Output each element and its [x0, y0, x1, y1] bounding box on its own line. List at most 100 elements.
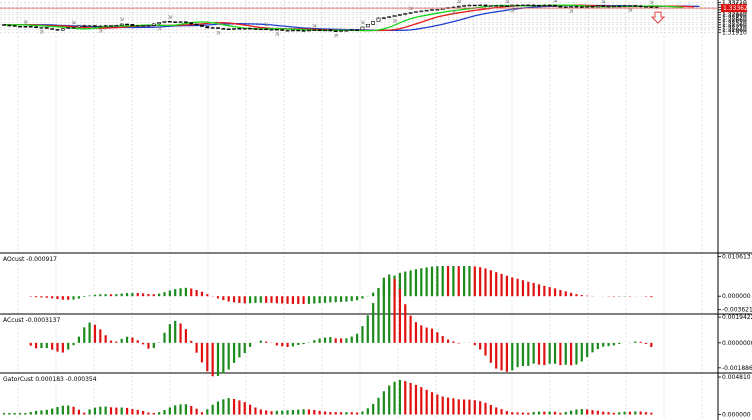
osc-tick-label: 0.000000: [722, 412, 751, 419]
bear-candle-body: [537, 4, 541, 7]
candle: [521, 4, 525, 7]
candle: [628, 5, 632, 13]
candle: [146, 24, 151, 27]
bull-candle-body: [146, 24, 151, 27]
candle: [649, 0, 654, 9]
candle: [355, 29, 360, 31]
bear-candle-body: [333, 30, 338, 32]
fractal-arrow-icon: [553, 0, 557, 3]
candle: [403, 13, 408, 16]
fractal-arrow-icon: [216, 31, 220, 35]
candle: [200, 24, 204, 27]
candle: [194, 23, 199, 26]
bear-candle-body: [301, 30, 306, 32]
candle: [553, 0, 557, 7]
fractal-arrow-icon: [505, 0, 509, 3]
candle: [114, 24, 119, 27]
candle: [274, 29, 279, 37]
bull-candle-body: [307, 29, 311, 32]
candle: [296, 29, 301, 32]
candle: [264, 22, 269, 31]
bear-candle-body: [189, 22, 194, 25]
candle: [290, 29, 295, 32]
bull-candle-body: [381, 17, 386, 19]
candle: [456, 0, 461, 8]
bear-candle-body: [200, 24, 204, 27]
candle: [622, 5, 627, 7]
bull-candle-body: [66, 27, 71, 29]
bear-candle-body: [93, 25, 97, 27]
accelerator-oscillator-panel[interactable]: [4, 274, 653, 377]
gator-oscillator-panel[interactable]: [2, 379, 653, 415]
bull-candle-body: [585, 6, 590, 8]
candle: [98, 25, 103, 33]
bear-candle-body: [248, 27, 253, 30]
candle: [39, 27, 44, 35]
bull-candle-body: [387, 16, 392, 18]
bull-candle-body: [644, 6, 648, 8]
bear-candle-body: [317, 29, 322, 32]
bull-candle-body: [628, 5, 632, 7]
bull-candle-body: [114, 25, 119, 27]
awesome-oscillator-panel[interactable]: [4, 265, 653, 304]
ao-panel-title: AOcust -0.000917: [3, 256, 57, 263]
candle: [18, 25, 22, 28]
bear-candle-body: [55, 29, 60, 31]
candle: [499, 5, 504, 7]
price-tick-label: 1.32960: [722, 12, 747, 19]
candle: [50, 28, 55, 30]
bull-candle-body: [242, 28, 247, 30]
bear-candle-body: [237, 28, 242, 30]
candle: [590, 6, 595, 8]
fractal-arrow-icon: [510, 9, 515, 13]
bull-candle-body: [178, 21, 183, 23]
bull-candle-body: [344, 30, 349, 32]
bull-candle-body: [285, 30, 290, 32]
candle: [323, 29, 327, 32]
bull-candle-body: [595, 5, 600, 8]
fractal-arrow-icon: [23, 19, 28, 24]
candle: [307, 29, 311, 32]
candle: [242, 28, 247, 30]
price-scale[interactable]: 1.337101.335601.334101.332601.331101.329…: [718, 0, 752, 419]
candle: [269, 28, 274, 31]
fractal-arrow-icon: [392, 19, 397, 24]
candle: [248, 27, 253, 30]
fractal-arrow-icon: [451, 10, 456, 15]
bull-candle-body: [606, 5, 611, 8]
price-panel[interactable]: [0, 0, 718, 38]
bear-candle-body: [472, 4, 477, 7]
fractal-arrow-icon: [601, 0, 606, 4]
bear-candle-body: [504, 5, 509, 7]
bull-candle-body: [542, 4, 547, 7]
candle: [119, 17, 124, 26]
bear-candle-body: [194, 23, 199, 26]
bull-candle-body: [424, 9, 429, 12]
candle: [558, 5, 563, 8]
candle: [151, 23, 156, 26]
candle: [237, 27, 242, 30]
bull-candle-body: [162, 20, 167, 23]
bear-candle-body: [253, 28, 258, 30]
bull-candle-body: [611, 5, 616, 8]
price-tick-label: 1.32360: [722, 22, 747, 29]
bull-candle-body: [488, 5, 493, 7]
candle: [285, 29, 290, 32]
candle: [55, 28, 60, 31]
candle: [253, 28, 258, 30]
fractal-arrow-icon: [628, 8, 632, 13]
candle: [82, 24, 87, 27]
bull-candle-body: [98, 25, 103, 28]
bear-candle-body: [216, 27, 220, 29]
bull-candle-body: [39, 27, 44, 29]
candle: [328, 29, 333, 32]
bull-candle-body: [210, 27, 215, 29]
osc-tick-label: 0.004810: [722, 374, 751, 381]
bear-candle-body: [547, 4, 552, 7]
bear-candle-body: [2, 24, 6, 26]
candle: [478, 4, 483, 7]
candle: [178, 21, 183, 23]
price-tick-label: 1.32510: [722, 19, 747, 26]
candle: [125, 23, 129, 26]
